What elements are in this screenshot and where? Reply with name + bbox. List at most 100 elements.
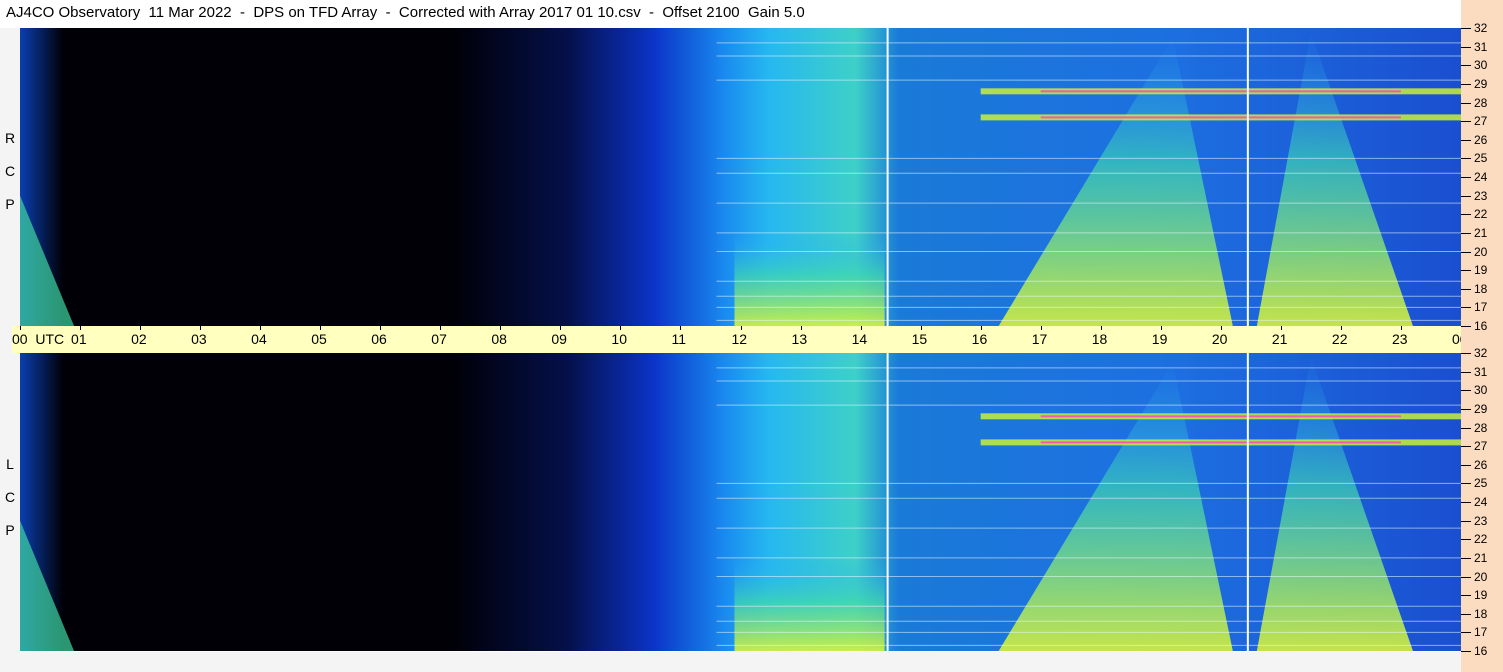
- time-tick-mark: [1040, 326, 1042, 330]
- frequency-tick-label: 21: [1474, 550, 1488, 565]
- frequency-tick-label: 18: [1474, 606, 1488, 621]
- frequency-tick-label: 23: [1474, 513, 1488, 528]
- rcp-arch-1: [998, 37, 1233, 326]
- frequency-tick-label: 29: [1474, 76, 1488, 91]
- time-tick-mark: [620, 326, 622, 330]
- frequency-tick-mark: [1461, 177, 1471, 178]
- time-tick-mark: [1160, 326, 1162, 330]
- frequency-tick-label: 20: [1474, 569, 1488, 584]
- time-tick-mark: [260, 326, 262, 330]
- time-tick-label: 02: [131, 331, 147, 347]
- frequency-tick-label: 22: [1474, 207, 1488, 222]
- frequency-tick-mark: [1461, 326, 1471, 327]
- frequency-tick-mark: [1461, 390, 1471, 392]
- lcp-spectrogram: [20, 353, 1461, 651]
- rcp-spectrogram-plot: [20, 28, 1461, 326]
- time-tick-label: 04: [251, 331, 267, 347]
- time-tick-mark: [1280, 326, 1282, 330]
- time-tick-label: 16: [971, 331, 988, 347]
- time-tick-label: 21: [1271, 331, 1288, 347]
- time-tick-mark: [380, 326, 382, 330]
- frequency-tick-mark: [1461, 632, 1471, 634]
- rcp-rfi-peak-1: [1040, 90, 1401, 93]
- rcp-letter-c: C: [4, 163, 16, 179]
- bottom-strip: [0, 652, 1461, 672]
- frequency-tick-mark: [1461, 651, 1471, 652]
- frequency-tick-label: 31: [1474, 364, 1488, 379]
- frequency-tick-mark: [1461, 464, 1471, 466]
- frequency-tick-label: 20: [1474, 244, 1488, 259]
- time-tick-label: 23: [1391, 331, 1408, 347]
- frequency-tick-label: 16: [1474, 319, 1488, 333]
- frequency-tick-label: 24: [1474, 495, 1488, 509]
- frequency-tick-label: 27: [1474, 114, 1488, 129]
- frequency-tick-label: 32: [1474, 21, 1488, 35]
- frequency-tick-mark: [1461, 446, 1471, 448]
- time-tick-mark: [320, 326, 322, 330]
- time-tick-mark: [440, 326, 442, 330]
- frequency-axis-strip: [1461, 0, 1503, 672]
- frequency-tick-mark: [1461, 576, 1471, 578]
- frequency-tick-mark: [1461, 427, 1471, 429]
- frequency-tick-label: 17: [1474, 300, 1488, 315]
- time-tick-mark: [80, 326, 82, 330]
- time-tick-label: 01: [71, 331, 87, 347]
- time-tick-mark: [140, 326, 142, 330]
- lcp-letter-p: P: [5, 522, 15, 538]
- frequency-tick-label: 28: [1474, 420, 1488, 435]
- rcp-daytime-band: [734, 232, 885, 326]
- frequency-tick-label: 25: [1474, 476, 1488, 491]
- frequency-tick-mark: [1461, 483, 1471, 485]
- polarization-strip: [0, 28, 20, 652]
- frequency-tick-mark: [1461, 539, 1471, 541]
- time-tick-mark: [1100, 326, 1102, 330]
- time-tick-label: 10: [611, 331, 627, 347]
- frequency-tick-mark: [1461, 408, 1471, 410]
- frequency-tick-mark: [1461, 214, 1471, 216]
- frequency-tick-mark: [1461, 232, 1471, 234]
- time-tick-mark: [980, 326, 982, 330]
- rcp-letter-r: R: [4, 130, 16, 146]
- time-tick-mark: [1220, 326, 1222, 330]
- frequency-tick-mark: [1461, 195, 1471, 197]
- frequency-tick-label: 29: [1474, 401, 1488, 416]
- frequency-tick-label: 30: [1474, 383, 1488, 398]
- frequency-axis: 32 31 30 29 28 27 26 25 24 23 22 21 20 19 18 17 16 32 31 30…: [1461, 0, 1503, 672]
- frequency-tick-label: 28: [1474, 95, 1488, 110]
- frequency-tick-label: 16: [1474, 644, 1488, 658]
- time-axis: 00 UTC 01 02 03 04 05 06 07 08 09 10 11 12 13 14 15 16 17…: [12, 326, 1498, 353]
- time-tick-mark: [560, 326, 562, 330]
- time-tick-label: 03: [191, 331, 207, 347]
- lcp-daytime-band: [734, 557, 885, 651]
- time-tick-label: 08: [491, 331, 507, 347]
- frequency-tick-mark: [1461, 65, 1471, 67]
- time-tick-mark: [1340, 326, 1342, 330]
- frequency-tick-label: 26: [1474, 457, 1488, 472]
- frequency-tick-label: 17: [1474, 625, 1488, 640]
- lcp-letter-c: C: [4, 489, 16, 505]
- frequency-tick-mark: [1461, 288, 1471, 290]
- rcp-label: R C P: [3, 122, 17, 221]
- time-tick-mark: [800, 326, 802, 330]
- frequency-tick-label: 19: [1474, 263, 1488, 278]
- lcp-arch-1: [998, 362, 1233, 651]
- frequency-tick-label: 22: [1474, 532, 1488, 547]
- time-tick-label: 20: [1211, 331, 1228, 347]
- lcp-rfi-peak-0: [1040, 441, 1401, 444]
- time-tick-label: 06: [371, 331, 387, 347]
- frequency-tick-label: 24: [1474, 170, 1488, 184]
- frequency-tick-mark: [1461, 28, 1471, 29]
- time-tick-label: 15: [911, 331, 928, 347]
- time-tick-mark: [1400, 326, 1402, 330]
- frequency-tick-mark: [1461, 158, 1471, 160]
- frequency-tick-label: 32: [1474, 346, 1488, 360]
- frequency-tick-mark: [1461, 83, 1471, 85]
- time-tick-mark: [500, 326, 502, 330]
- frequency-tick-mark: [1461, 557, 1471, 559]
- lcp-letter-l: L: [6, 456, 14, 472]
- frequency-tick-mark: [1461, 270, 1471, 272]
- rcp-letter-p: P: [5, 196, 15, 212]
- frequency-tick-mark: [1461, 371, 1471, 373]
- rcp-spectrogram: [20, 28, 1461, 326]
- frequency-tick-mark: [1461, 102, 1471, 104]
